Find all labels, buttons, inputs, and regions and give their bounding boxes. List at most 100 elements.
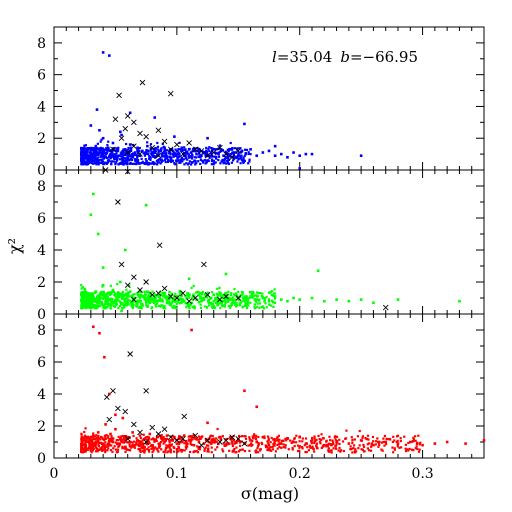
cloud-point bbox=[248, 160, 251, 163]
cloud-point bbox=[81, 436, 85, 439]
data-point bbox=[158, 442, 161, 445]
cross-marker bbox=[241, 440, 248, 447]
cloud-point bbox=[350, 436, 353, 439]
cloud-point bbox=[144, 294, 147, 297]
cloud-point bbox=[154, 296, 157, 299]
cloud-point bbox=[104, 307, 107, 310]
data-point bbox=[214, 301, 218, 305]
cloud-point bbox=[264, 297, 267, 300]
cloud-point bbox=[234, 441, 237, 444]
data-point bbox=[178, 152, 181, 156]
cloud-point bbox=[282, 443, 285, 446]
cloud-point bbox=[120, 296, 123, 300]
cloud-point bbox=[382, 440, 385, 444]
cloud-point bbox=[90, 146, 93, 149]
cloud-point bbox=[163, 155, 166, 158]
annotation-b-value: =−66.95 bbox=[350, 48, 418, 66]
cloud-point bbox=[269, 446, 272, 449]
cloud-point bbox=[210, 438, 213, 441]
cloud-point bbox=[345, 429, 348, 432]
cloud-point bbox=[197, 446, 200, 449]
cloud-point bbox=[265, 306, 268, 309]
cloud-point bbox=[280, 439, 283, 443]
cloud-point bbox=[96, 439, 99, 442]
cloud-point bbox=[98, 302, 101, 305]
cloud-point bbox=[87, 297, 90, 300]
cloud-point bbox=[147, 150, 150, 153]
cloud-point bbox=[211, 291, 214, 294]
cloud-point bbox=[128, 162, 131, 165]
cloud-point bbox=[258, 299, 261, 302]
y-tick-label: 8 bbox=[37, 323, 46, 339]
data-point bbox=[92, 154, 95, 157]
cloud-point bbox=[317, 434, 320, 438]
cloud-point bbox=[217, 155, 221, 158]
cross-marker bbox=[124, 113, 131, 119]
cloud-point bbox=[121, 445, 124, 448]
cloud-point bbox=[400, 446, 403, 449]
cloud-point bbox=[352, 444, 356, 447]
cloud-point bbox=[212, 159, 215, 162]
data-point bbox=[206, 136, 209, 140]
cloud-point bbox=[256, 302, 259, 305]
cloud-point bbox=[125, 149, 129, 152]
data-point bbox=[114, 413, 117, 417]
cloud-point bbox=[371, 435, 375, 439]
cloud-point bbox=[370, 443, 373, 446]
cloud-point bbox=[156, 449, 159, 452]
cloud-point bbox=[124, 300, 127, 303]
cloud-point bbox=[366, 437, 369, 441]
cloud-point bbox=[266, 440, 269, 443]
cloud-point bbox=[213, 162, 216, 165]
cloud-point bbox=[254, 307, 257, 310]
cloud-point bbox=[237, 157, 240, 160]
data-point bbox=[148, 432, 152, 436]
cloud-point bbox=[238, 444, 242, 447]
cloud-point bbox=[327, 447, 330, 450]
cloud-point bbox=[94, 450, 98, 453]
cloud-point bbox=[181, 300, 184, 303]
cloud-point bbox=[80, 284, 83, 287]
data-point bbox=[200, 299, 203, 303]
cloud-point bbox=[169, 451, 172, 454]
cloud-point bbox=[184, 445, 187, 448]
cloud-point bbox=[380, 448, 383, 451]
cloud-point bbox=[287, 448, 290, 451]
data-point bbox=[87, 303, 90, 306]
cloud-point bbox=[162, 150, 165, 153]
cloud-point bbox=[126, 162, 129, 165]
cloud-point bbox=[132, 303, 135, 306]
cloud-point bbox=[170, 443, 174, 446]
cloud-point bbox=[147, 449, 151, 452]
data-point bbox=[146, 290, 149, 293]
data-point bbox=[165, 301, 169, 305]
data-point bbox=[372, 443, 375, 447]
cloud-point bbox=[252, 291, 255, 295]
cloud-point bbox=[150, 162, 154, 165]
cloud-point bbox=[138, 439, 141, 443]
cloud-point bbox=[246, 298, 250, 301]
cloud-point bbox=[256, 445, 260, 448]
cloud-point bbox=[149, 143, 153, 146]
cloud-point bbox=[176, 156, 179, 159]
x-tick-label: 0.3 bbox=[411, 466, 433, 482]
data-point bbox=[261, 151, 265, 154]
cloud-point bbox=[137, 150, 141, 153]
cloud-point bbox=[157, 304, 161, 308]
cloud-point bbox=[178, 442, 181, 446]
cloud-point bbox=[215, 148, 218, 151]
cloud-point bbox=[181, 160, 184, 163]
data-point bbox=[121, 416, 125, 420]
cloud-point bbox=[138, 442, 141, 445]
data-point bbox=[482, 439, 486, 442]
cloud-point bbox=[199, 437, 202, 441]
cloud-point bbox=[199, 150, 202, 153]
cloud-point bbox=[84, 156, 87, 159]
cloud-point bbox=[104, 152, 107, 155]
data-point bbox=[224, 272, 228, 276]
data-point bbox=[138, 154, 142, 157]
cloud-point bbox=[178, 441, 181, 444]
cloud-point bbox=[385, 437, 388, 440]
cloud-point bbox=[150, 300, 154, 303]
cloud-point bbox=[155, 439, 158, 443]
